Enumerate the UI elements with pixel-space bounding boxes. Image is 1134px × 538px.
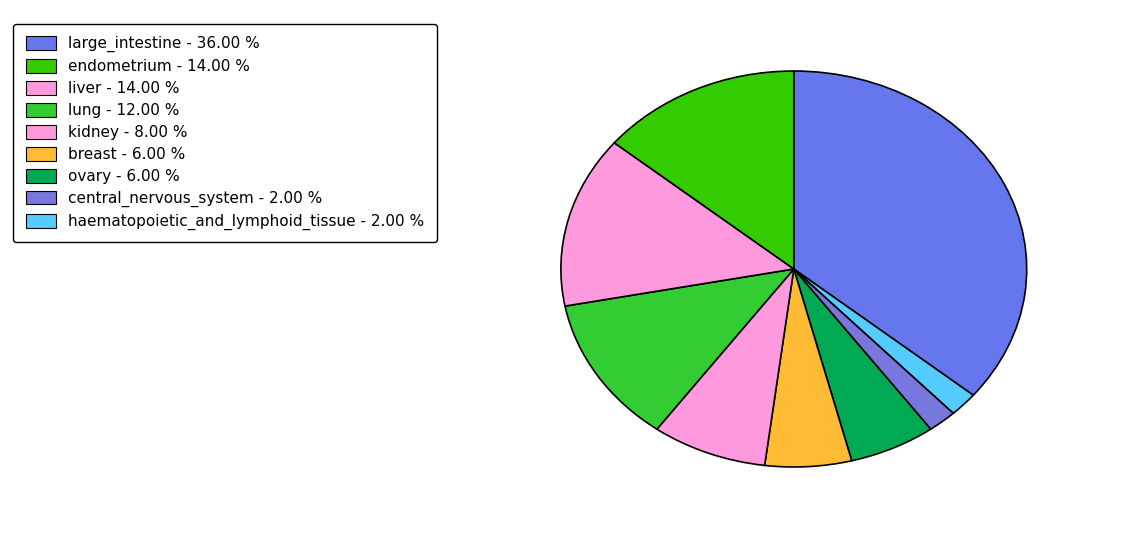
Wedge shape [794, 71, 1026, 395]
Wedge shape [794, 269, 973, 413]
Wedge shape [615, 71, 794, 269]
Wedge shape [794, 269, 931, 461]
Wedge shape [764, 269, 852, 467]
Wedge shape [565, 269, 794, 429]
Legend: large_intestine - 36.00 %, endometrium - 14.00 %, liver - 14.00 %, lung - 12.00 : large_intestine - 36.00 %, endometrium -… [14, 24, 437, 243]
Wedge shape [561, 143, 794, 306]
Wedge shape [657, 269, 794, 465]
Wedge shape [794, 269, 954, 429]
